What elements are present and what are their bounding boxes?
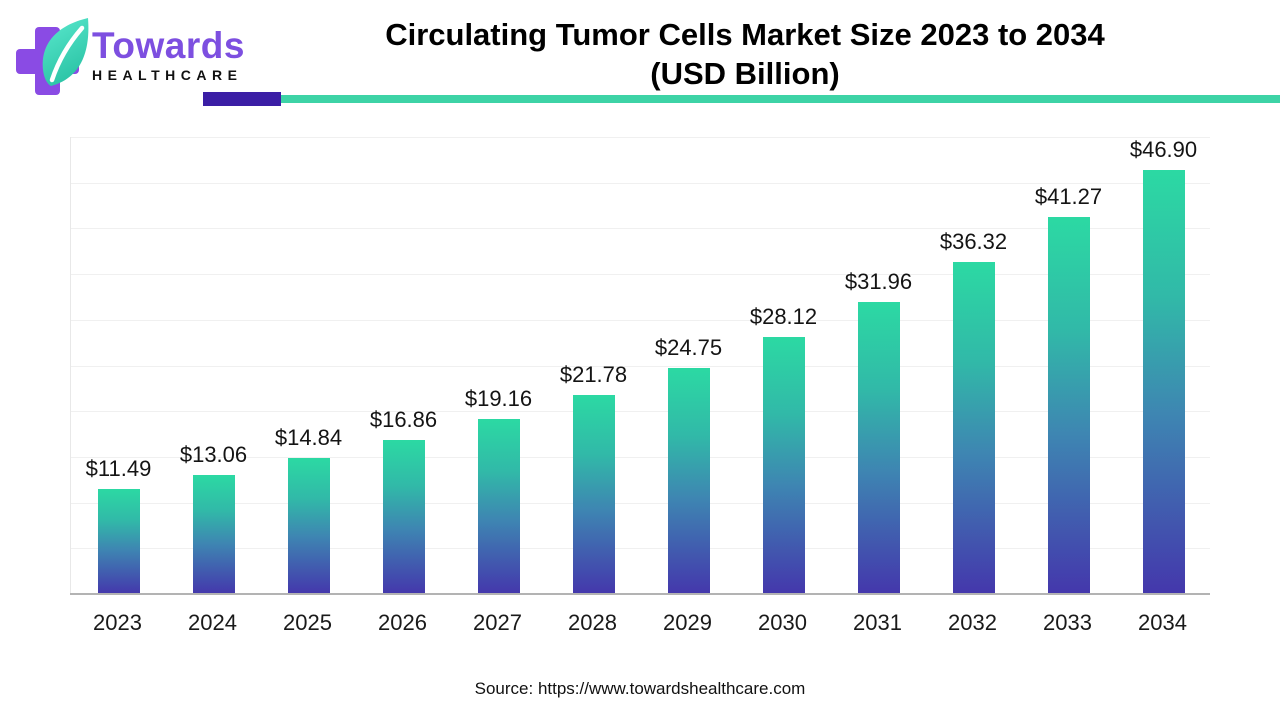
bar [477, 418, 520, 594]
gridline [71, 228, 1210, 230]
bar-column: $24.75 [641, 137, 736, 594]
bar-value-label: $28.12 [749, 303, 818, 329]
x-axis-label: 2031 [853, 610, 902, 635]
x-axis-label: 2033 [1043, 610, 1092, 635]
bar-column: $11.49 [71, 137, 166, 594]
bar-column: $46.90 [1116, 137, 1211, 594]
x-axis-label: 2026 [378, 610, 427, 635]
bar [857, 301, 900, 594]
bar-value-label: $21.78 [559, 361, 628, 387]
bar-value-label: $19.16 [464, 385, 533, 411]
gridline [71, 319, 1210, 321]
bar-value-label: $14.84 [274, 425, 343, 451]
bar [1142, 170, 1185, 594]
bar [572, 394, 615, 594]
bar [192, 474, 235, 594]
gridline [71, 365, 1210, 367]
gridline [71, 182, 1210, 184]
bar [952, 262, 995, 594]
bar-column: $19.16 [451, 137, 546, 594]
x-axis-label: 2027 [473, 610, 522, 635]
bar [287, 458, 330, 594]
bar-column: $13.06 [166, 137, 261, 594]
bar [97, 488, 140, 594]
source-text: Source: https://www.towardshealthcare.co… [474, 679, 806, 698]
towards-healthcare-logo-icon [16, 18, 89, 95]
bar [762, 336, 805, 594]
bar-value-label: $31.96 [844, 268, 913, 294]
brand-text: Towards HEALTHCARE [92, 25, 245, 84]
bar [667, 367, 710, 594]
bar-column: $21.78 [546, 137, 641, 594]
gridline [71, 548, 1210, 550]
x-axis-label: 2023 [93, 610, 142, 635]
divider-purple-bar [203, 92, 281, 106]
x-axis-label: 2028 [568, 610, 617, 635]
x-axis-line [70, 593, 1210, 595]
chart-title: Circulating Tumor Cells Market Size 2023… [210, 15, 1280, 93]
x-axis-labels: 2023 2024 2025 2026 2027 2028 2029 2030 2031 2032… [70, 610, 1210, 640]
bar-column: $31.96 [831, 137, 926, 594]
x-axis-label: 2025 [283, 610, 332, 635]
divider-teal-bar [281, 95, 1280, 103]
bar-value-label: $13.06 [179, 441, 248, 467]
gridline [71, 456, 1210, 458]
gridline [71, 411, 1210, 413]
x-axis-label: 2030 [758, 610, 807, 635]
x-axis-label: 2032 [948, 610, 997, 635]
bar-value-label: $16.86 [369, 406, 438, 432]
bar [1047, 216, 1090, 594]
bar-column: $36.32 [926, 137, 1021, 594]
gridline [71, 137, 1210, 138]
gridline [71, 502, 1210, 504]
bar-column: $16.86 [356, 137, 451, 594]
bar [382, 439, 425, 594]
x-axis-label: 2029 [663, 610, 712, 635]
bar-column: $14.84 [261, 137, 356, 594]
brand-logo: Towards HEALTHCARE [14, 14, 244, 102]
x-axis-label: 2024 [188, 610, 237, 635]
bar-column: $41.27 [1021, 137, 1116, 594]
brand-name: Towards [92, 25, 245, 66]
plot-area: $11.49 $13.06 $14.84 $16.86 $19.16 $21.78 $24.… [70, 137, 1210, 594]
bar-value-label: $36.32 [939, 229, 1008, 255]
bar-value-label: $11.49 [85, 455, 152, 481]
chart-title-line2: (USD Billion) [650, 56, 840, 91]
bar-value-label: $46.90 [1129, 137, 1198, 162]
gridline [71, 274, 1210, 276]
bar-value-label: $41.27 [1034, 183, 1103, 209]
brand-subname: HEALTHCARE [92, 67, 243, 83]
chart-title-line1: Circulating Tumor Cells Market Size 2023… [385, 17, 1105, 52]
x-axis-label: 2034 [1138, 610, 1187, 635]
bar-value-label: $24.75 [654, 334, 723, 360]
bar-column: $28.12 [736, 137, 831, 594]
